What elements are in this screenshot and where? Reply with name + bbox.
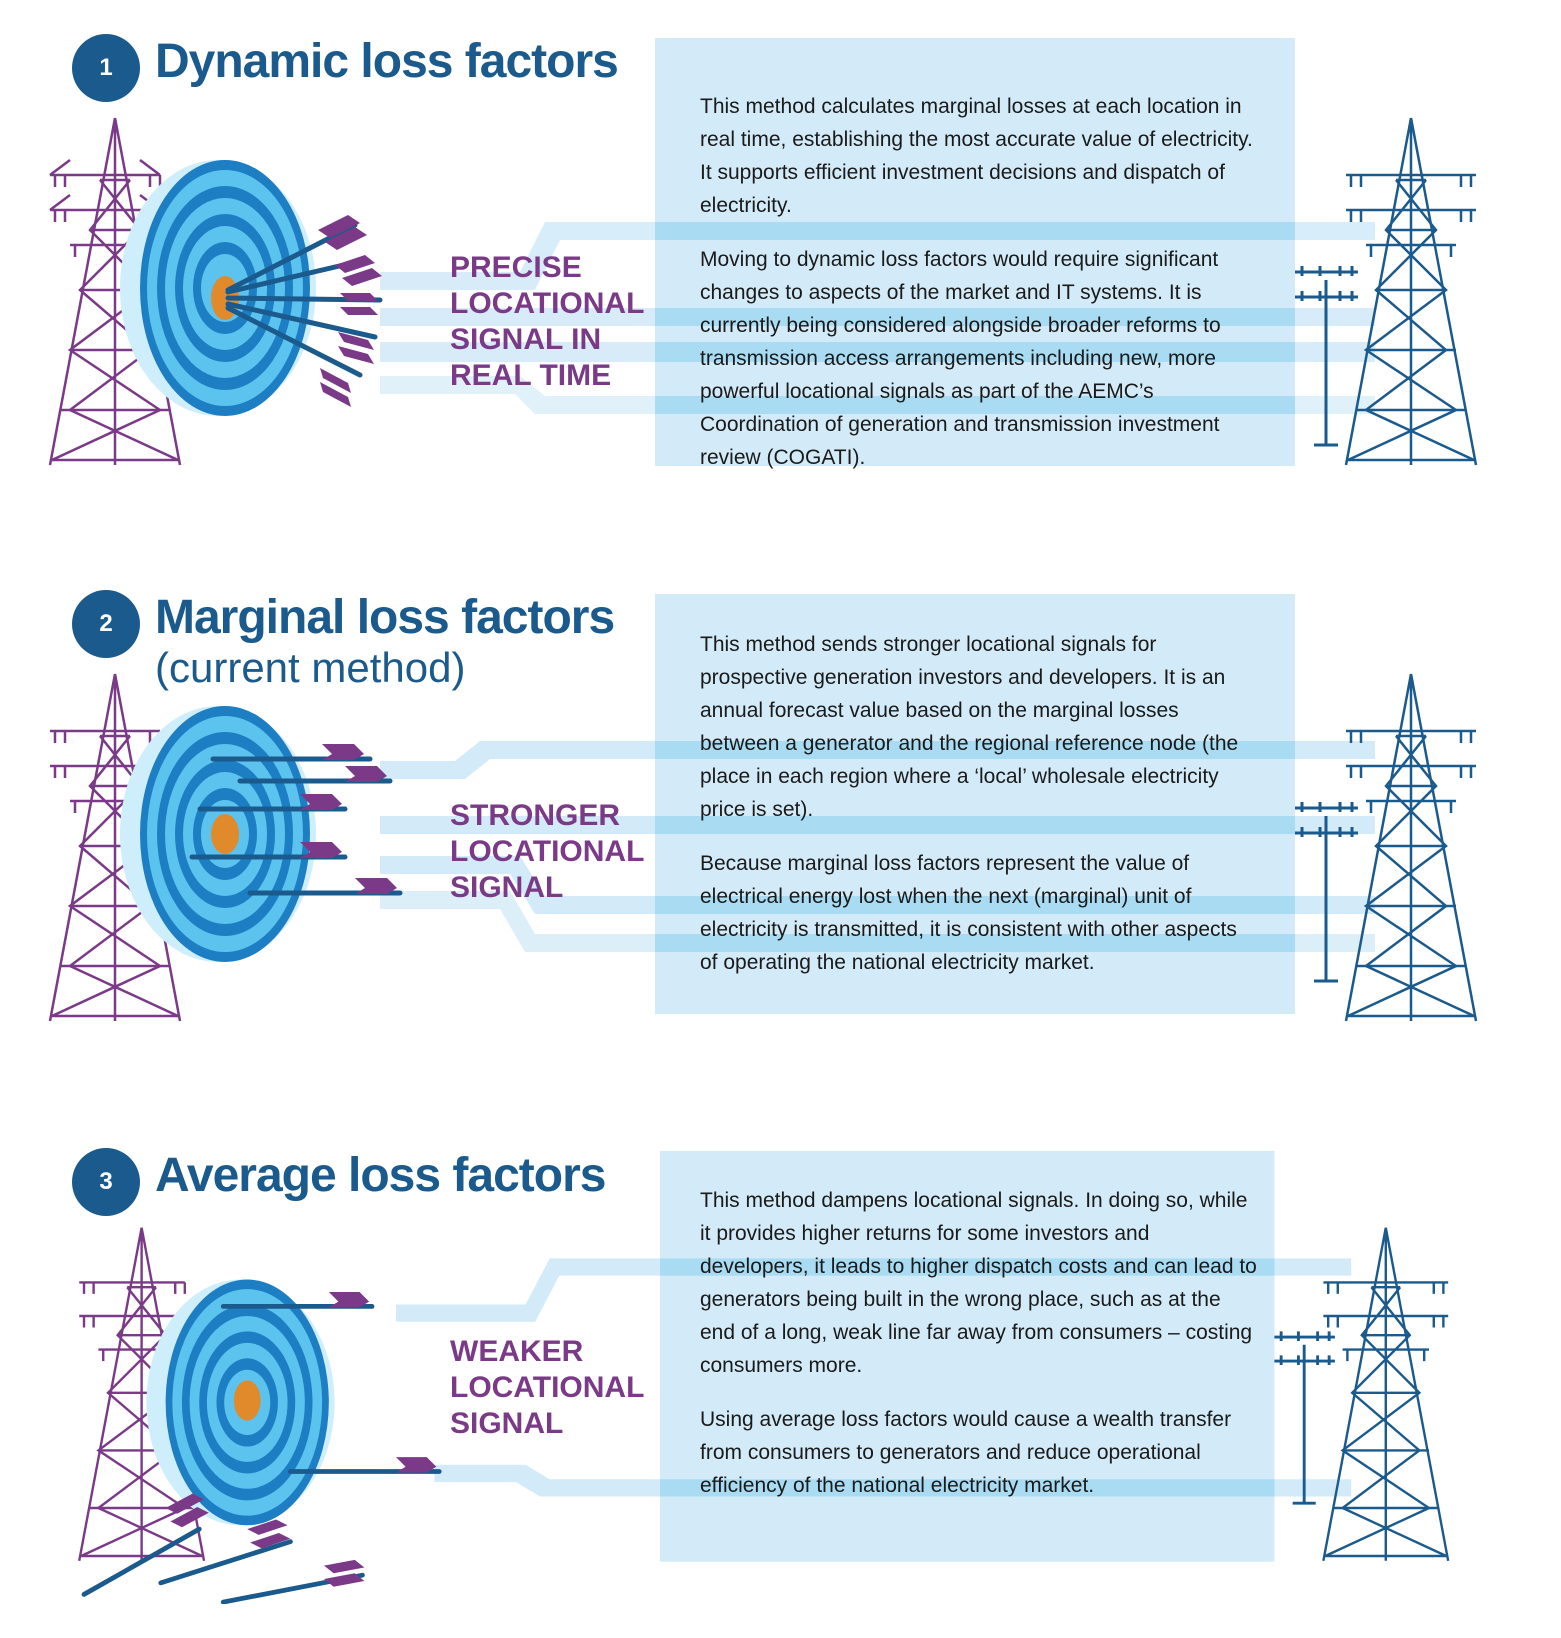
- section-3-illustration: [78, 1150, 1450, 1604]
- section-marginal-loss-factors: 2 Marginal loss factors (current method)…: [0, 566, 1561, 1046]
- target-icon: [146, 1279, 335, 1526]
- section-number-badge: 2: [72, 590, 140, 658]
- section-title: Dynamic loss factors: [155, 35, 619, 88]
- signal-label: WEAKER LOCATIONAL SIGNAL: [450, 1334, 644, 1442]
- description-paragraph: This method sends stronger locational si…: [700, 633, 1239, 821]
- signal-lines-overlap: [655, 222, 1295, 414]
- section-number-badge: 3: [72, 1148, 140, 1216]
- power-pole-icon: [1274, 1331, 1335, 1505]
- pylon-purple-icon: [78, 1227, 206, 1562]
- section-average-loss-factors: 3 Average loss factors WEAKER LOCATIONAL…: [0, 1124, 1561, 1604]
- signal-line: REAL TIME: [450, 359, 612, 392]
- signal-line: STRONGER: [450, 799, 621, 832]
- description-text: This method dampens locational signals. …: [700, 1184, 1260, 1523]
- section-2-illustration: [48, 594, 1478, 1022]
- signal-label: STRONGER LOCATIONAL SIGNAL: [450, 798, 644, 906]
- target-icon: [120, 706, 316, 962]
- pylon-blue-icon: [1344, 673, 1478, 1022]
- description-text: This method calculates marginal losses a…: [700, 90, 1260, 495]
- section-title: Average loss factors: [155, 1149, 606, 1202]
- section-subtitle: (current method): [155, 644, 466, 691]
- section-1-illustration: [48, 38, 1478, 466]
- description-panel: [655, 38, 1295, 466]
- description-paragraph: Using average loss factors would cause a…: [700, 1408, 1232, 1497]
- arrow-icon: [300, 744, 397, 894]
- signal-lines-overlap: [660, 1258, 1275, 1497]
- pylon-purple-icon: [48, 117, 182, 466]
- pylon-blue-icon: [1322, 1227, 1450, 1562]
- signal-line: PRECISE: [450, 251, 582, 284]
- description-paragraph: Because marginal loss factors represent …: [700, 852, 1237, 974]
- section-title: Marginal loss factors: [155, 591, 615, 644]
- signal-line: SIGNAL: [450, 1407, 564, 1440]
- signal-line: WEAKER: [450, 1335, 584, 1368]
- signal-line: LOCATIONAL: [450, 287, 645, 320]
- signal-line: LOCATIONAL: [450, 1371, 645, 1404]
- signal-label: PRECISE LOCATIONAL SIGNAL IN REAL TIME: [450, 250, 644, 394]
- section-number-badge: 1: [72, 34, 140, 102]
- power-pole-icon: [1295, 266, 1358, 447]
- signal-line: SIGNAL: [450, 871, 564, 904]
- signal-line: SIGNAL IN: [450, 323, 602, 356]
- description-paragraph: This method dampens locational signals. …: [700, 1189, 1257, 1377]
- pylon-blue-icon: [1344, 117, 1478, 466]
- target-icon: [120, 160, 316, 416]
- description-paragraph: This method calculates marginal losses a…: [700, 95, 1253, 217]
- signal-line: LOCATIONAL: [450, 835, 645, 868]
- description-paragraph: Moving to dynamic loss factors would req…: [700, 248, 1221, 469]
- power-pole-icon: [1295, 802, 1358, 983]
- section-dynamic-loss-factors: 1 Dynamic loss factors PRECISE LOCATIONA…: [0, 10, 1561, 490]
- description-text: This method sends stronger locational si…: [700, 628, 1260, 1000]
- arrow-icon: [318, 215, 382, 407]
- arrow-icon: [165, 1292, 437, 1587]
- signal-lines-overlap: [655, 741, 1295, 952]
